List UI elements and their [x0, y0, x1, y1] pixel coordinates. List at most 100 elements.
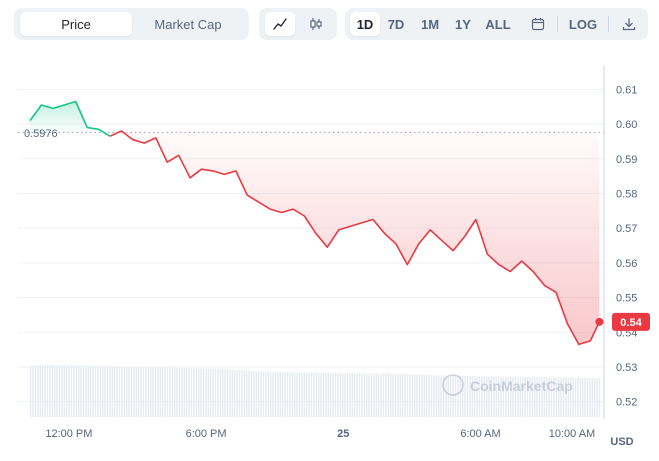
- price-chart[interactable]: CoinMarketCap 0.5976 0.61 0.60 0.59 0.58 0.5…: [0, 48, 659, 461]
- volume-bar: [260, 371, 262, 417]
- download-button[interactable]: [617, 12, 641, 36]
- volume-bar: [267, 371, 269, 417]
- volume-bar: [526, 376, 529, 417]
- range-1y-button[interactable]: 1Y: [455, 16, 471, 32]
- volume-bar: [70, 365, 73, 417]
- volume-bar: [291, 372, 293, 417]
- volume-bar: [44, 365, 46, 417]
- volume-bar: [262, 371, 265, 417]
- volume-bar: [327, 373, 329, 417]
- x-tick-label: 6:00 PM: [186, 428, 227, 440]
- volume-bar: [471, 376, 473, 417]
- current-price-tag: 0.54: [612, 312, 650, 331]
- volume-bar: [337, 373, 339, 417]
- price-line-up: [29, 100, 111, 137]
- volume-bar: [265, 371, 267, 417]
- volume-bar: [310, 372, 313, 417]
- candlestick-chart-button[interactable]: [301, 12, 331, 36]
- tab-price[interactable]: Price: [20, 12, 132, 36]
- volume-bar: [308, 372, 310, 417]
- volume-bar: [519, 376, 521, 417]
- volume-bar: [318, 373, 320, 417]
- volume-bar: [106, 366, 109, 417]
- volume-bar: [130, 366, 133, 417]
- volume-bar: [514, 376, 517, 417]
- volume-bar: [438, 375, 440, 417]
- line-chart-button[interactable]: [265, 12, 295, 36]
- volume-bar: [255, 371, 257, 417]
- currency-label: USD: [610, 436, 633, 448]
- y-tick-label: 0.61: [616, 84, 637, 96]
- volume-bar: [99, 366, 101, 417]
- volume-bar: [34, 365, 37, 417]
- tab-market-cap[interactable]: Market Cap: [154, 16, 222, 32]
- volume-bar: [236, 370, 238, 417]
- volume-bar: [579, 378, 581, 417]
- volume-bar: [531, 376, 533, 417]
- volume-bar: [195, 368, 197, 417]
- volume-bar: [140, 367, 142, 417]
- volume-bar: [258, 371, 260, 417]
- volume-bar: [157, 367, 159, 417]
- volume-bar: [49, 365, 51, 417]
- volume-bar: [46, 365, 49, 417]
- volume-bar: [186, 368, 188, 417]
- volume-bar: [488, 376, 490, 417]
- volume-bar: [582, 378, 584, 417]
- volume-bar: [469, 376, 471, 417]
- volume-bar: [510, 376, 512, 417]
- volume-bar: [409, 374, 411, 417]
- date-picker-button[interactable]: [526, 12, 550, 36]
- volume-bar: [435, 375, 437, 417]
- volume-bar: [63, 365, 65, 417]
- volume-bar: [481, 376, 483, 417]
- volume-bar: [154, 367, 157, 417]
- x-axis: 12:00 PM 6:00 PM 25 6:00 AM 10:00 AM: [45, 428, 595, 440]
- volume-bar: [538, 377, 541, 417]
- log-scale-button[interactable]: LOG: [568, 16, 598, 32]
- volume-bar: [574, 377, 577, 417]
- volume-bar: [82, 365, 85, 417]
- volume-bar: [279, 372, 281, 417]
- volume-bar: [596, 378, 598, 417]
- volume-bar: [462, 375, 464, 417]
- volume-bar: [162, 367, 164, 417]
- volume-bar: [404, 374, 406, 417]
- volume-bar: [73, 365, 75, 417]
- current-price-dot: [595, 317, 604, 326]
- x-tick-label: 6:00 AM: [460, 428, 500, 440]
- volume-bar: [550, 377, 553, 417]
- range-1m-button[interactable]: 1M: [420, 16, 440, 32]
- volume-bar: [152, 367, 154, 417]
- y-tick-label: 0.56: [616, 258, 637, 270]
- volume-bar: [181, 367, 183, 417]
- volume-bar: [284, 372, 286, 417]
- volume-bars: [30, 365, 601, 417]
- volume-bar: [207, 368, 209, 417]
- volume-bar: [109, 366, 111, 417]
- volume-bar: [205, 368, 207, 417]
- volume-bar: [320, 373, 322, 417]
- volume-bar: [450, 375, 452, 417]
- volume-bar: [174, 367, 176, 417]
- volume-bar: [464, 375, 466, 417]
- coinmarketcap-logo-icon: [442, 374, 464, 396]
- volume-bar: [128, 366, 130, 417]
- range-7d-button[interactable]: 7D: [387, 16, 405, 32]
- range-all-button[interactable]: ALL: [485, 16, 511, 32]
- volume-bar: [212, 368, 214, 417]
- volume-bar: [200, 368, 202, 417]
- volume-bar: [594, 378, 596, 417]
- volume-bar: [428, 374, 430, 417]
- volume-bar: [370, 373, 373, 417]
- volume-bar: [418, 374, 421, 417]
- volume-bar: [58, 365, 61, 417]
- y-tick-label: 0.59: [616, 154, 637, 166]
- volume-bar: [114, 366, 116, 417]
- volume-bar: [214, 368, 217, 417]
- volume-bar: [334, 373, 337, 417]
- range-1d-button[interactable]: 1D: [350, 12, 380, 36]
- volume-bar: [250, 370, 253, 417]
- volume-bar: [529, 376, 531, 417]
- toolbar-divider: [557, 16, 558, 32]
